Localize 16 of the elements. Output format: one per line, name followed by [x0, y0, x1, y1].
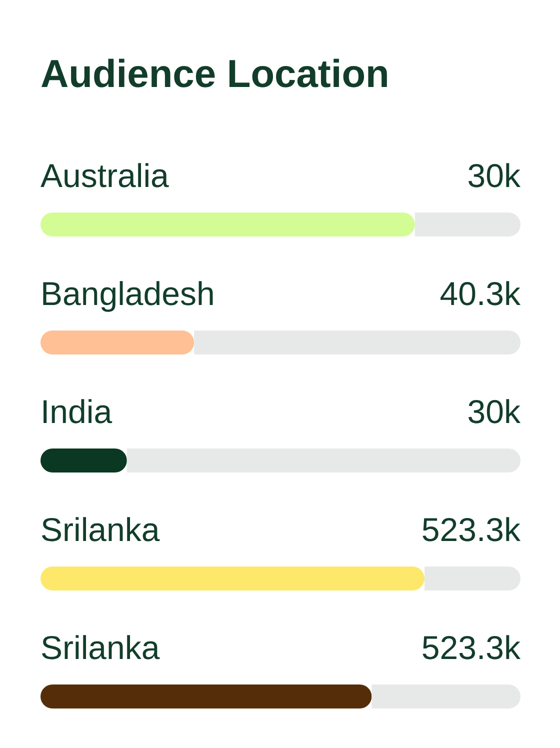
- bar: [40, 212, 415, 236]
- y-tick-label: Bangladesh: [40, 275, 215, 312]
- bar: [194, 330, 520, 354]
- y-tick-label: Srilanka: [40, 629, 160, 666]
- chart-title: Audience Location: [40, 53, 390, 96]
- y-tick-label: India: [40, 393, 113, 430]
- bar: [414, 212, 520, 236]
- bar: [424, 566, 520, 590]
- bar: [126, 448, 520, 472]
- bar: [40, 448, 127, 472]
- bar: [40, 330, 194, 354]
- bar: [40, 684, 372, 708]
- y-tick-label: Srilanka: [40, 511, 160, 548]
- bar: [40, 566, 424, 590]
- y-tick-label: Australia: [40, 157, 170, 194]
- bar: [372, 684, 520, 708]
